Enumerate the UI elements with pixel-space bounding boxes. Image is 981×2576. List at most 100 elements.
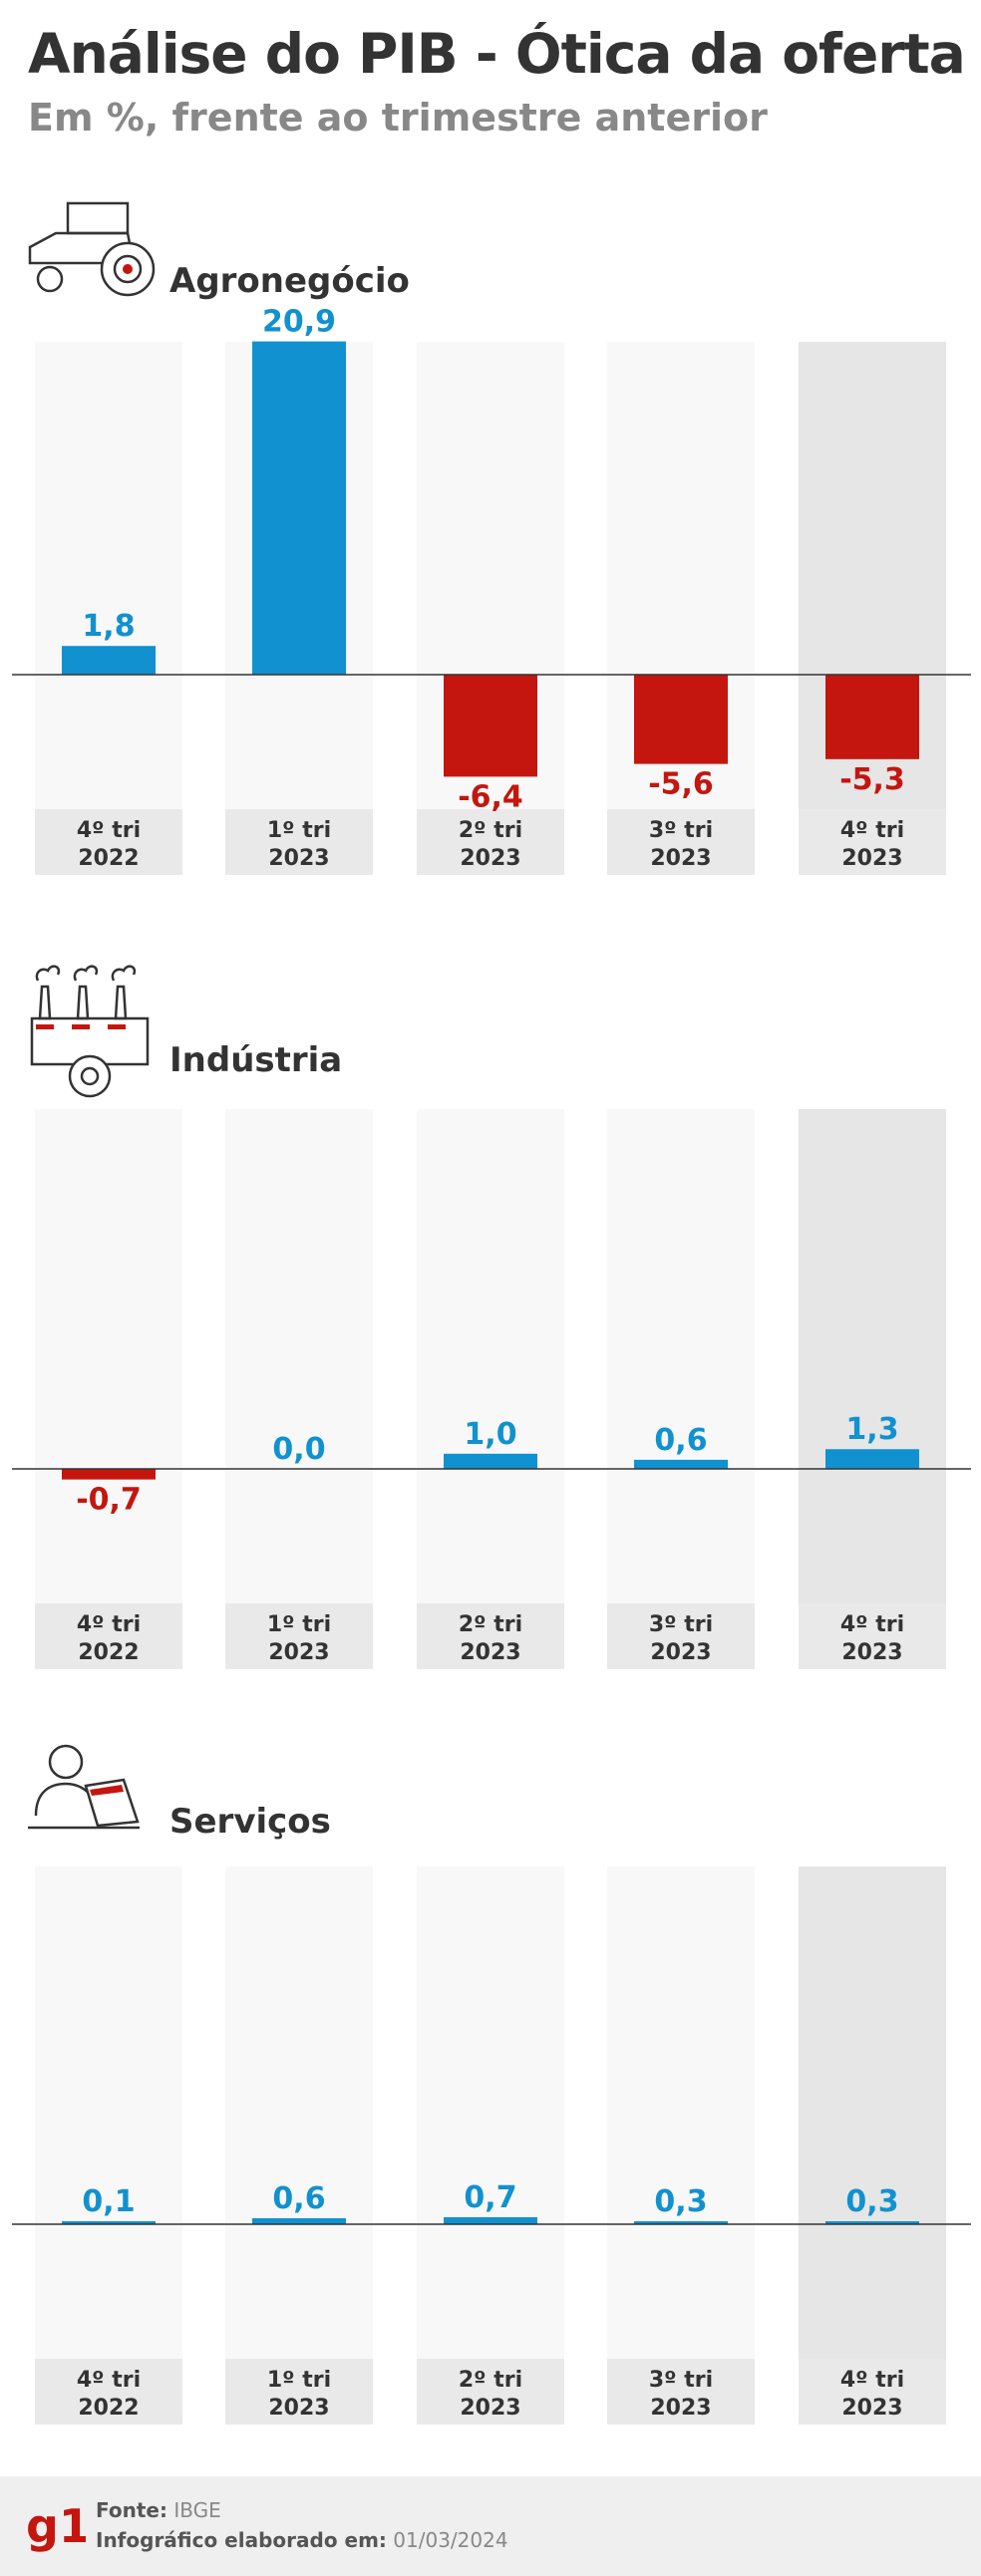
quarter-label: 1º tri <box>267 2368 331 2393</box>
page-title: Análise do PIB - Ótica da oferta <box>28 22 966 86</box>
quarter-year-label: 2022 <box>78 1640 139 1665</box>
data-label: 0,0 <box>272 1432 325 1467</box>
quarter-label-box <box>607 809 755 875</box>
quarter-label: 1º tri <box>267 818 331 843</box>
data-label: 20,9 <box>262 305 336 340</box>
section-servicos: Serviços 4º tri 2022 0,1 1º tri 2023 0,6 2º tr… <box>0 1714 981 2432</box>
quarter-label-box <box>417 1603 564 1669</box>
date-value: 01/03/2024 <box>393 2528 508 2552</box>
data-label: -6,4 <box>458 779 523 814</box>
quarter-column <box>35 342 182 875</box>
data-label: 0,3 <box>845 2184 898 2219</box>
quarter-year-label: 2023 <box>841 1640 902 1665</box>
data-bar <box>634 675 728 764</box>
data-bar <box>825 1449 919 1469</box>
data-label: -5,3 <box>839 762 905 797</box>
quarter-label: 4º tri <box>77 1612 141 1637</box>
data-bar <box>634 1459 728 1469</box>
quarter-year-label: 2023 <box>650 2396 711 2421</box>
section-title: Agronegócio <box>169 261 410 301</box>
quarter-label: 4º tri <box>77 818 141 843</box>
quarter-label: 4º tri <box>840 818 904 843</box>
quarter-year-label: 2023 <box>268 2396 329 2421</box>
data-label: 0,1 <box>82 2184 135 2219</box>
quarter-label-box <box>417 2359 564 2425</box>
quarter-label-box <box>799 2359 946 2425</box>
section-agronegocio: Agronegócio 4º tri 2022 1,8 1º tri 2023 20,9 2… <box>0 189 981 887</box>
quarter-year-label: 2023 <box>650 846 711 871</box>
quarter-column <box>417 1866 564 2425</box>
quarter-label-box <box>225 2359 373 2425</box>
data-bar <box>62 2221 156 2224</box>
quarter-label-box <box>799 809 946 875</box>
quarter-year-label: 2023 <box>460 846 520 871</box>
quarter-year-label: 2023 <box>650 1640 711 1665</box>
data-label: -5,6 <box>648 767 714 802</box>
quarter-label: 2º tri <box>459 1612 522 1637</box>
quarter-year-label: 2023 <box>841 846 902 871</box>
quarter-year-label: 2022 <box>78 2396 139 2421</box>
data-label: 0,6 <box>272 2181 325 2216</box>
data-bar <box>825 2221 919 2224</box>
section-title: Indústria <box>169 1040 343 1080</box>
quarter-label: 3º tri <box>649 2368 713 2393</box>
quarter-label: 2º tri <box>459 818 522 843</box>
quarter-label-box <box>35 1603 182 1669</box>
data-label: 1,8 <box>82 609 135 644</box>
quarter-label: 4º tri <box>77 2368 141 2393</box>
footer-date: Infográfico elaborado em: 01/03/2024 <box>96 2528 508 2552</box>
quarter-label-box <box>799 1603 946 1669</box>
source-value: IBGE <box>173 2498 221 2522</box>
quarter-label-box <box>607 1603 755 1669</box>
data-bar <box>444 2217 537 2224</box>
footer-source: Fonte: IBGE <box>96 2498 221 2522</box>
section-industria: Indústria 4º tri 2022 -0,7 1º tri 2023 0,0 2º … <box>0 957 981 1674</box>
section-title: Serviços <box>169 1802 331 1842</box>
quarter-column <box>607 342 755 875</box>
quarter-label: 3º tri <box>649 818 713 843</box>
quarter-column <box>417 1109 564 1669</box>
quarter-label-box <box>35 809 182 875</box>
quarter-year-label: 2023 <box>460 1640 520 1665</box>
data-label: -0,7 <box>76 1483 142 1518</box>
quarter-year-label: 2023 <box>268 1640 329 1665</box>
quarter-column <box>225 1109 373 1669</box>
data-bar <box>444 675 537 777</box>
chart-agronegocio: 4º tri 2022 1,8 1º tri 2023 20,9 2º tri 2023 -6,… <box>12 305 971 875</box>
data-label: 0,6 <box>654 1423 707 1458</box>
date-label: Infográfico elaborado em: <box>96 2528 387 2552</box>
data-bar <box>825 675 919 759</box>
quarter-label: 4º tri <box>840 2368 904 2393</box>
quarter-column <box>607 1109 755 1669</box>
quarter-year-label: 2023 <box>460 2396 520 2421</box>
quarter-label: 1º tri <box>267 1612 331 1637</box>
quarter-column <box>417 342 564 875</box>
quarter-label: 4º tri <box>840 1612 904 1637</box>
quarter-label-box <box>225 809 373 875</box>
svg-text:g1: g1 <box>26 2499 86 2553</box>
data-label: 1,0 <box>464 1417 516 1452</box>
data-bar <box>62 1469 156 1480</box>
quarter-label: 2º tri <box>459 2368 522 2393</box>
quarter-year-label: 2022 <box>78 846 139 871</box>
data-bar <box>634 2221 728 2224</box>
data-bar <box>252 2218 346 2224</box>
quarter-label-box <box>225 1603 373 1669</box>
quarter-column <box>225 1866 373 2425</box>
person-laptop-icon <box>28 1744 140 1830</box>
page-subtitle: Em %, frente ao trimestre anterior <box>28 96 768 140</box>
factory-icon <box>30 965 150 1098</box>
quarter-column <box>799 1109 946 1669</box>
tractor-icon <box>28 201 156 297</box>
data-bar <box>62 646 156 675</box>
data-bar <box>252 341 346 675</box>
quarter-column <box>799 342 946 875</box>
chart-industria: 4º tri 2022 -0,7 1º tri 2023 0,0 2º tri 2023 1,0… <box>12 1109 971 1669</box>
data-label: 0,7 <box>464 2180 516 2215</box>
source-label: Fonte: <box>96 2498 167 2522</box>
quarter-label-box <box>35 2359 182 2425</box>
quarter-column <box>35 1109 182 1669</box>
quarter-column <box>35 1866 182 2425</box>
quarter-label-box <box>607 2359 755 2425</box>
data-label: 0,3 <box>654 2184 707 2219</box>
